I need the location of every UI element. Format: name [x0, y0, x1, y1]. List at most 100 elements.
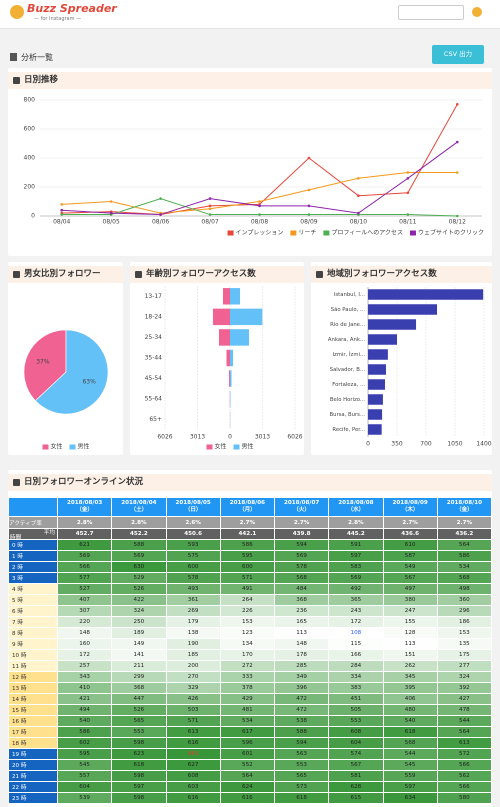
header-weekday: （金） [455, 507, 473, 513]
average: 452.2 [111, 528, 167, 540]
heat-cell: 569 [273, 550, 330, 562]
heat-cell: 526 [111, 704, 167, 716]
row-label: 8 時 [8, 627, 58, 639]
y-tick-label: 600 [24, 126, 36, 133]
bar [368, 289, 484, 300]
heat-cell: 262 [382, 660, 438, 672]
heat-cell: 324 [111, 605, 167, 617]
table-row: 21 時 557 598 608 564 565 581 559 562 [8, 770, 493, 782]
heat-cell: 392 [436, 682, 493, 694]
time-label: 時間 [10, 535, 22, 540]
table-row: 0 時 621 588 593 586 594 591 610 564 [8, 539, 493, 551]
heat-cell: 575 [165, 550, 221, 562]
heat-cell: 608 [328, 726, 384, 738]
heat-cell: 538 [273, 715, 330, 727]
heat-cell: 247 [382, 605, 438, 617]
table-row: 11 時 257 211 200 272 285 284 262 277 [8, 660, 493, 672]
heat-cell: 568 [382, 737, 438, 749]
heat-cell: 598 [111, 792, 167, 804]
heat-cell: 148 [273, 638, 330, 650]
heat-cell: 566 [56, 561, 113, 573]
table-row: 17 時 586 553 613 617 588 608 618 564 [8, 726, 493, 738]
y-tick-label: 65+ [149, 416, 162, 423]
heat-cell: 624 [219, 781, 276, 793]
data-point [357, 177, 360, 180]
row-label: 14 時 [8, 693, 58, 705]
y-tick-label: 0 [31, 213, 35, 220]
pie-slice [34, 329, 109, 415]
heat-cell: 613 [436, 737, 493, 749]
heat-cell: 597 [111, 781, 167, 793]
x-tick-label: 700 [420, 441, 432, 448]
heat-cell: 153 [219, 616, 276, 628]
heat-cell: 545 [56, 759, 113, 771]
heat-cell: 113 [382, 638, 438, 650]
data-point [406, 191, 410, 195]
table-row: 4 時 527 526 493 491 484 492 497 498 [8, 583, 493, 595]
heat-cell: 616 [165, 792, 221, 804]
data-point [406, 213, 410, 216]
heat-cell: 627 [165, 759, 221, 771]
bar [368, 409, 383, 420]
column-header: 2018/08/10 （金） [436, 497, 493, 517]
y-tick-label: Izmir, İzmi... [332, 351, 365, 358]
legend-swatch [409, 230, 416, 236]
account-select[interactable] [398, 5, 464, 20]
y-tick-label: 25-34 [145, 334, 163, 341]
heat-cell: 113 [273, 627, 330, 639]
heat-cell: 618 [111, 759, 167, 771]
bar [368, 394, 383, 405]
data-point [109, 200, 113, 203]
y-tick-label: 400 [24, 155, 36, 162]
heat-cell: 569 [328, 572, 384, 584]
card-title: 男女比別フォロワー [8, 266, 123, 283]
heat-cell: 179 [165, 616, 221, 628]
table-row: 1 時 569 569 575 595 569 597 587 586 [8, 550, 493, 562]
top-bar: Buzz Spreader — for Instagram — [0, 0, 500, 29]
heat-cell: 257 [56, 660, 113, 672]
row-label: 17 時 [8, 726, 58, 738]
row-label: 15 時 [8, 704, 58, 716]
bar [368, 349, 388, 360]
header-date: 2018/08/10 [446, 500, 482, 506]
card-title: 地域別フォロワーアクセス数 [311, 266, 492, 283]
heat-cell: 329 [165, 682, 221, 694]
heat-cell: 586 [219, 539, 276, 551]
heat-cell: 527 [56, 583, 113, 595]
data-point [60, 203, 64, 206]
bar [230, 370, 232, 387]
heat-cell: 565 [111, 715, 167, 727]
heat-cell: 285 [273, 660, 330, 672]
x-tick-label: 08/05 [103, 219, 120, 226]
y-tick-label: Fortaleza, ... [332, 382, 365, 388]
heat-cell: 123 [219, 627, 276, 639]
active-rate: 2.8% [328, 516, 384, 529]
heat-cell: 529 [111, 572, 167, 584]
header-weekday: （土） [130, 507, 148, 513]
bar [230, 329, 249, 346]
legend-label: リーチ [298, 230, 316, 237]
heat-cell: 284 [328, 660, 384, 672]
user-menu[interactable] [472, 7, 482, 17]
csv-button[interactable]: CSV 出力 [432, 45, 484, 64]
heat-cell: 138 [165, 627, 221, 639]
y-tick-label: 200 [24, 184, 36, 191]
y-tick-label: 45-54 [145, 375, 163, 382]
row-label: 6 時 [8, 605, 58, 617]
data-point [60, 208, 64, 212]
title-text: 地域別フォロワーアクセス数 [327, 269, 437, 279]
heat-cell: 540 [382, 715, 438, 727]
heat-cell: 190 [165, 638, 221, 650]
table-row: 5 時 407 422 361 264 368 365 380 360 [8, 594, 493, 606]
heat-cell: 481 [219, 704, 276, 716]
heat-cell: 135 [436, 638, 493, 650]
heat-cell: 211 [111, 660, 167, 672]
heat-cell: 269 [165, 605, 221, 617]
row-label: 7 時 [8, 616, 58, 628]
row-label: 9 時 [8, 638, 58, 650]
heat-cell: 151 [382, 649, 438, 661]
bar [230, 349, 234, 367]
heat-cell: 250 [111, 616, 167, 628]
x-tick-label: 1400 [476, 441, 491, 448]
